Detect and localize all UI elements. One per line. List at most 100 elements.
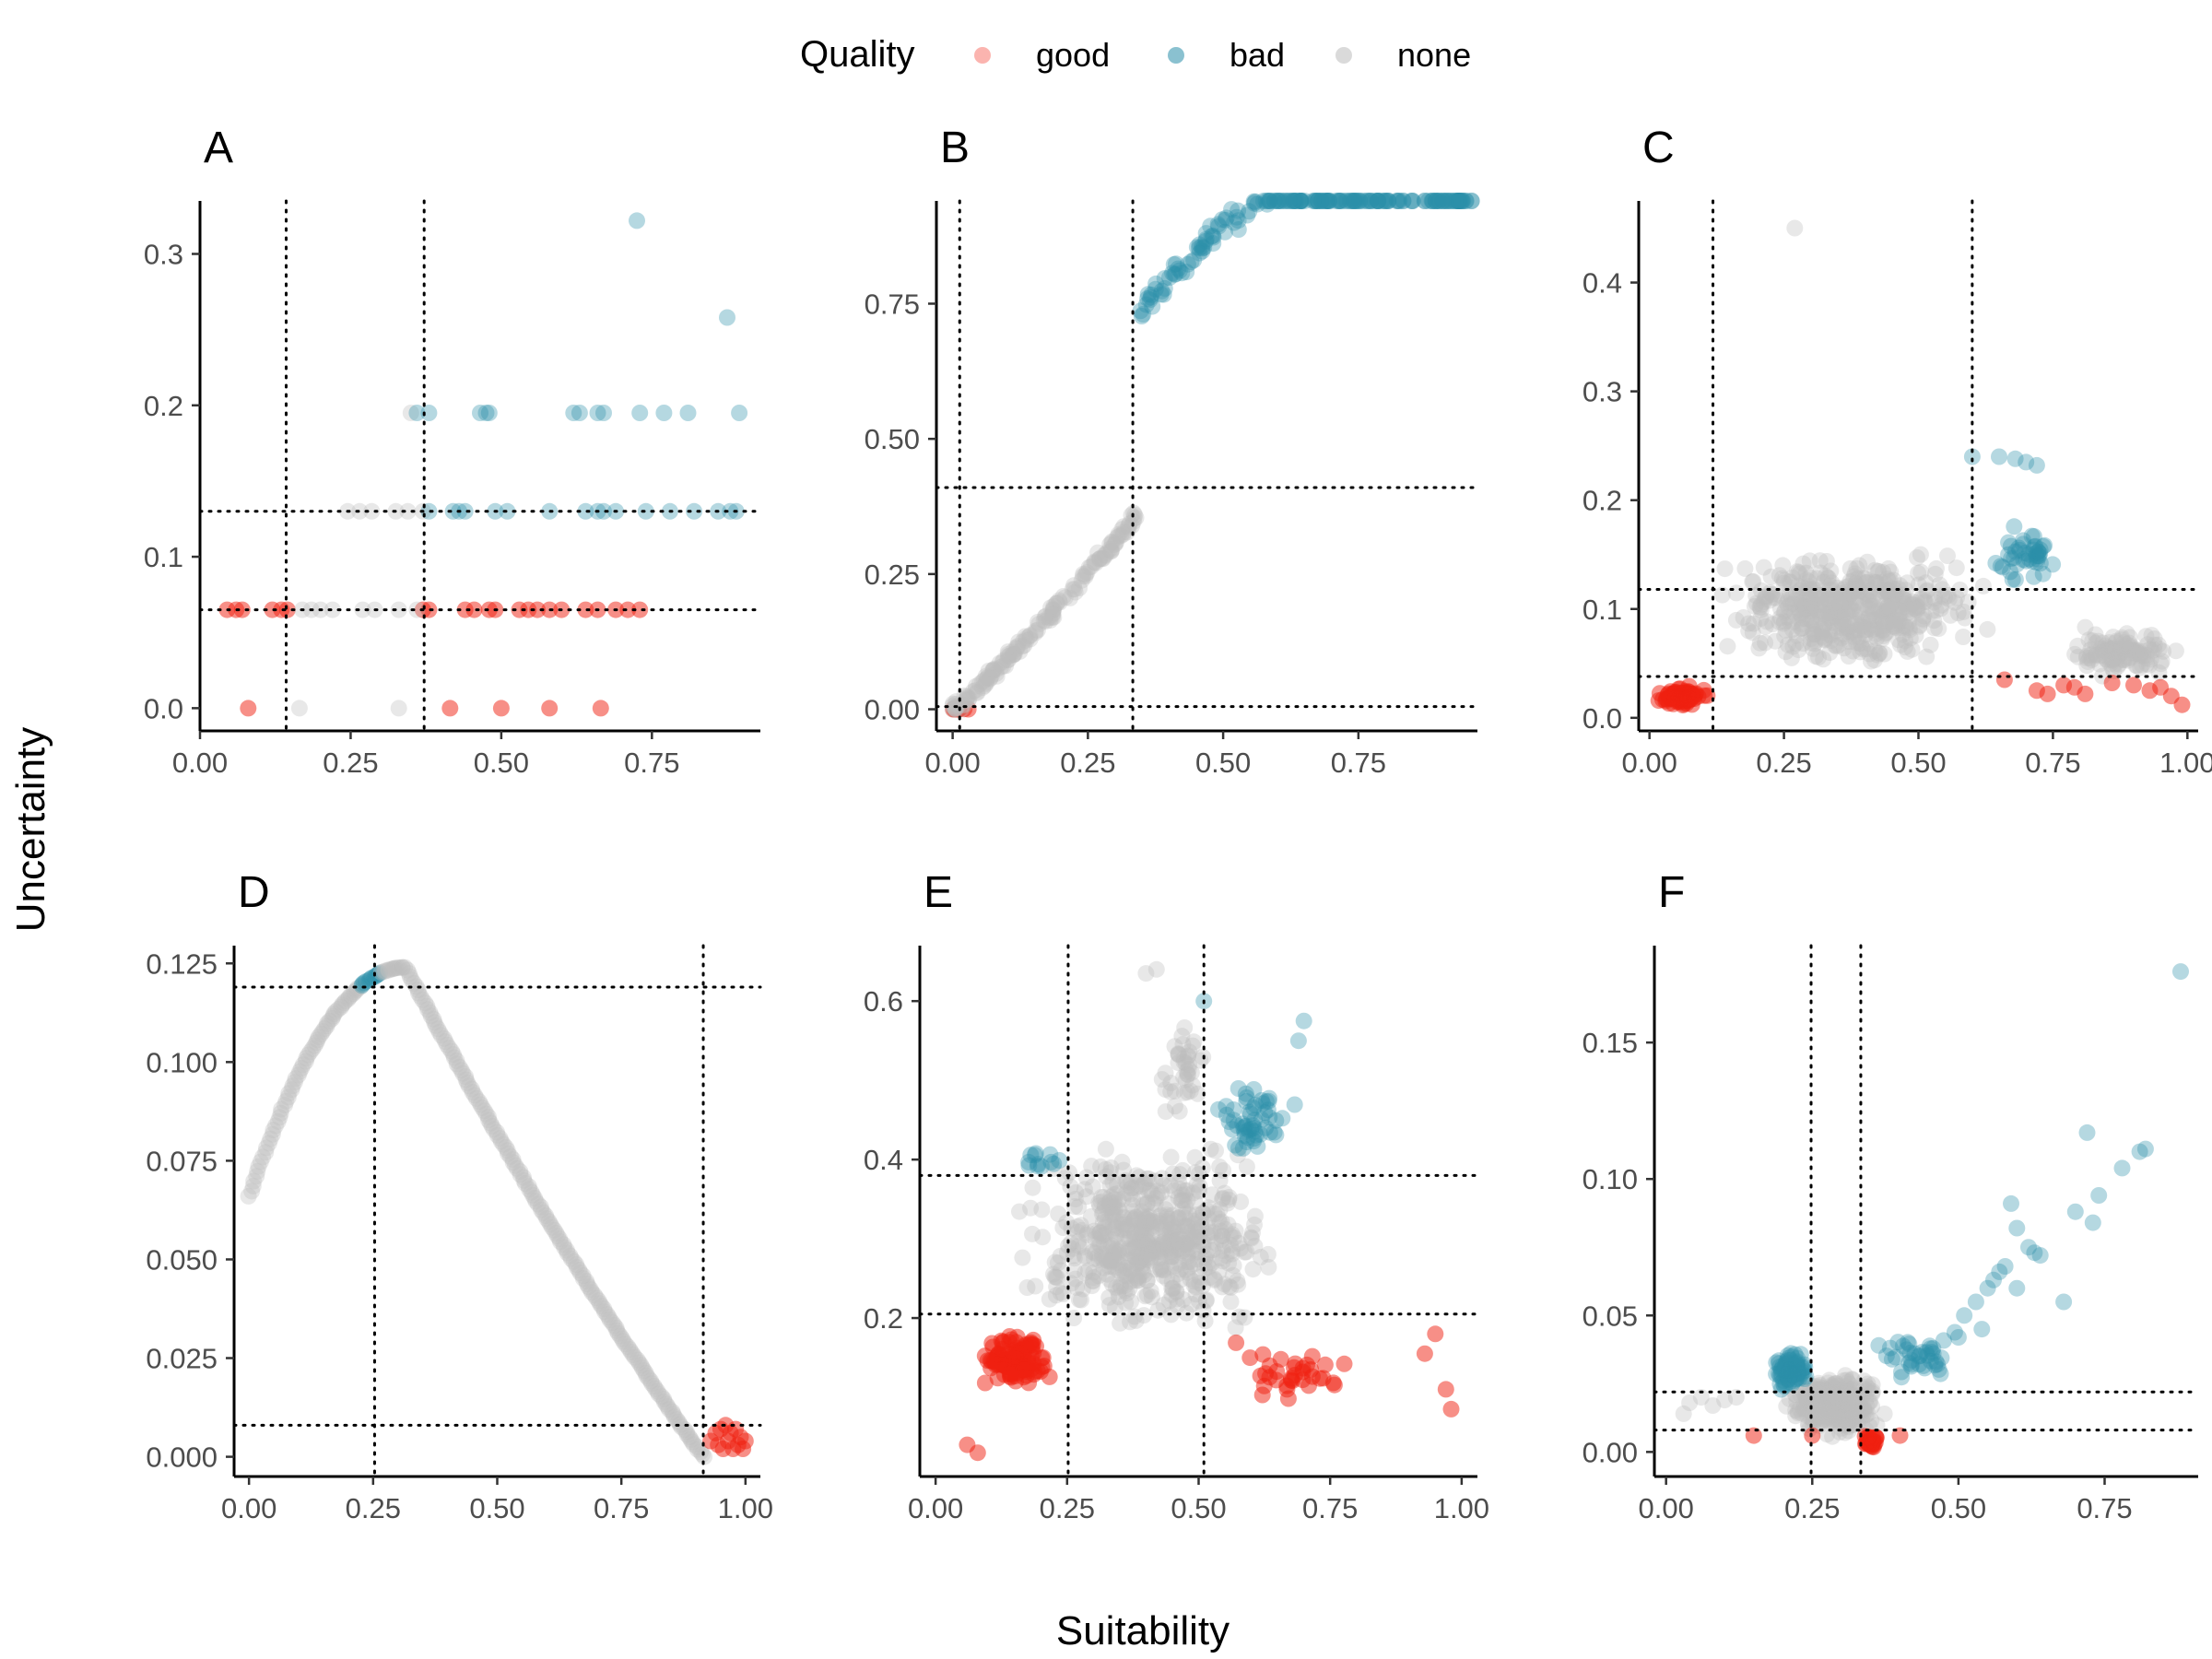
y-tick-label: 0.10 (1583, 1163, 1638, 1195)
point-none (1810, 649, 1827, 666)
point-none (1065, 577, 1082, 594)
point-none (980, 663, 997, 679)
point-none (1878, 603, 1896, 620)
point-bad (1315, 193, 1333, 209)
y-tick-label: 0.2 (144, 390, 183, 422)
point-none (1727, 584, 1745, 602)
point-bad (1379, 193, 1396, 209)
points-layer (944, 193, 1480, 718)
point-none (1780, 591, 1797, 608)
point-none (1024, 1225, 1041, 1242)
y-tick-label: 0.0 (1583, 702, 1622, 735)
point-none (994, 653, 1011, 671)
point-good (441, 700, 459, 717)
point-none (1834, 626, 1852, 643)
point-none (1740, 622, 1758, 640)
point-none (1048, 594, 1065, 612)
point-none (1071, 580, 1088, 597)
y-tick-label: 0.6 (864, 985, 903, 1018)
point-bad (1218, 209, 1235, 227)
x-tick-label: 0.75 (1331, 747, 1386, 779)
point-none (979, 670, 996, 688)
point-none (1834, 616, 1852, 633)
point-bad (1973, 1321, 1991, 1338)
point-none (1853, 639, 1871, 656)
point-none (1177, 1197, 1194, 1215)
point-none (1091, 550, 1109, 568)
point-none (1867, 626, 1885, 643)
point-bad (1309, 193, 1326, 209)
point-none (991, 654, 1008, 672)
point-bad (1188, 239, 1206, 256)
point-good (1427, 1325, 1444, 1343)
point-none (1893, 619, 1911, 636)
point-bad (1202, 218, 1219, 235)
legend-label-good: good (1036, 36, 1110, 74)
point-none (1106, 536, 1123, 553)
point-bad (1167, 265, 1184, 283)
point-none (1856, 574, 1874, 592)
point-good (976, 1374, 994, 1392)
point-bad (1287, 193, 1304, 209)
point-none (1899, 574, 1916, 592)
point-none (1124, 513, 1142, 531)
y-tick-label: 0.4 (864, 1144, 903, 1176)
point-none (1908, 598, 1925, 616)
point-none (1018, 629, 1035, 647)
point-bad (2113, 1159, 2131, 1177)
point-none (1909, 601, 1926, 618)
point-none (1848, 634, 1865, 652)
point-none (1020, 628, 1038, 645)
x-tick-label: 0.00 (1639, 1492, 1694, 1524)
reference-lines (232, 944, 762, 1478)
point-none (1794, 603, 1811, 620)
point-bad (595, 405, 612, 421)
point-bad (1346, 193, 1363, 209)
point-bad (1331, 193, 1348, 209)
point-good (1416, 1345, 1433, 1362)
point-good (1442, 1400, 1460, 1418)
point-none (1808, 587, 1826, 604)
point-good (1650, 692, 1667, 710)
point-none (1933, 596, 1950, 614)
point-bad (1403, 193, 1420, 209)
point-bad (1321, 193, 1338, 209)
point-none (1041, 609, 1059, 627)
point-none (1914, 611, 1932, 629)
point-none (1820, 592, 1837, 608)
point-none (1056, 1170, 1074, 1187)
point-bad (1228, 208, 1245, 226)
point-none (1752, 610, 1770, 628)
legend-label-none: none (1397, 36, 1471, 74)
point-none (1804, 640, 1821, 657)
point-bad (1369, 193, 1386, 209)
point-bad (629, 212, 645, 229)
point-none (1870, 563, 1888, 580)
point-bad (595, 502, 612, 520)
point-bad (1241, 203, 1258, 220)
point-none (1878, 603, 1896, 620)
point-none (1852, 635, 1869, 653)
point-none (1846, 616, 1864, 633)
point-bad (1987, 555, 2005, 571)
point-bad (1443, 193, 1461, 209)
point-none (1010, 633, 1028, 651)
point-none (1006, 645, 1023, 663)
point-bad (1292, 193, 1310, 209)
point-none (1800, 573, 1818, 591)
reference-lines (935, 199, 1479, 733)
point-none (958, 690, 975, 708)
point-none (1828, 603, 1845, 620)
point-bad (1041, 1146, 1059, 1163)
point-bad (1194, 242, 1211, 260)
point-none (1818, 553, 1835, 570)
point-none (1809, 603, 1827, 620)
point-none (1875, 628, 1892, 644)
point-none (1908, 596, 1925, 614)
point-none (1102, 542, 1120, 559)
point-none (1872, 620, 1889, 638)
point-bad (480, 405, 498, 421)
point-none (1821, 581, 1839, 598)
x-tick-label: 0.75 (624, 747, 679, 779)
point-none (1874, 613, 1891, 629)
